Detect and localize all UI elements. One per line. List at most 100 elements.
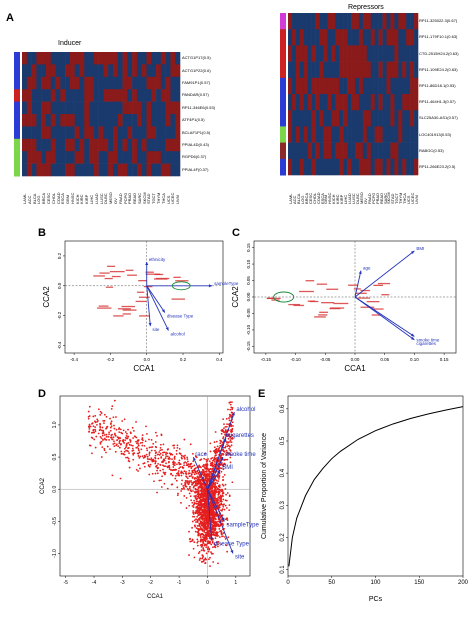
heatmap-row-label: RP11-109E24.2(0.63): [419, 66, 458, 72]
heatmap-cell: [390, 158, 395, 176]
heatmap-cell: [22, 151, 28, 164]
heatmap-cell: [55, 138, 61, 152]
heatmap-cell: [146, 114, 152, 127]
heatmap-cell: [41, 126, 47, 140]
heatmap-cell: [406, 13, 411, 30]
heatmap-cell: [103, 138, 109, 152]
heatmap-cell: [303, 45, 308, 62]
heatmap-cell: [299, 77, 305, 95]
heatmap-cell: [331, 158, 336, 176]
heatmap-cell: [103, 151, 109, 164]
heatmap-cell: [339, 13, 344, 30]
heatmap-cell: [117, 163, 123, 177]
vector-label: alcohol: [171, 332, 185, 337]
x-tick-label: -0.2: [107, 357, 115, 362]
heatmap-column-label: UVM: [175, 195, 181, 204]
heatmap-cell: [394, 110, 399, 127]
heatmap-cell: [331, 61, 336, 79]
heatmap-cell: [108, 114, 114, 127]
heatmap-cell: [390, 94, 395, 111]
heatmap-cell: [79, 163, 85, 177]
heatmap-cell: [151, 101, 157, 115]
heatmap-cell: [303, 77, 308, 95]
heatmap-cell: [323, 142, 328, 160]
heatmap-cell: [165, 101, 171, 115]
heatmap-cell: [141, 163, 147, 177]
heatmap-cell: [65, 138, 71, 152]
group-color-strip: [280, 45, 286, 63]
heatmap-cell: [89, 52, 95, 65]
repressors-title: Repressors: [348, 4, 384, 11]
y-tick-label: -0.10: [246, 324, 251, 335]
heatmap-cell: [398, 77, 403, 95]
heatmap-cell: [89, 101, 95, 115]
y-tick-label: -0.5: [52, 517, 58, 526]
heatmap-cell: [160, 89, 166, 102]
heatmap-cell: [390, 13, 395, 30]
heatmap-row-label: RP11-266E23.2(0.5): [419, 163, 456, 169]
heatmap-cell: [335, 142, 340, 160]
heatmap-cell: [45, 114, 52, 127]
heatmap-cell: [108, 52, 114, 65]
heatmap-cell: [117, 101, 123, 115]
heatmap-cell: [103, 114, 109, 127]
heatmap-cell: [22, 89, 28, 102]
heatmap-cell: [402, 77, 407, 95]
heatmap-cell: [362, 142, 368, 160]
heatmap-cell: [366, 94, 372, 111]
heatmap-cell: [358, 29, 364, 46]
heatmap-cell: [117, 114, 123, 127]
heatmap-cell: [45, 64, 52, 78]
gene-label-mark: [329, 307, 345, 309]
heatmap-cell: [339, 45, 344, 62]
y-tick-label: 0.0: [57, 282, 62, 289]
heatmap-row-label: PPIAL4D(0.43): [182, 142, 209, 147]
heatmap-cell: [295, 110, 301, 127]
heatmap-cell: [36, 76, 42, 90]
heatmap-cell: [366, 61, 372, 79]
heatmap-cell: [374, 61, 379, 79]
heatmap-cell: [45, 89, 52, 102]
heatmap-cell: [132, 151, 138, 164]
heatmap-cell: [398, 94, 403, 111]
heatmap-cell: [108, 138, 114, 152]
heatmap-cell: [339, 158, 344, 176]
heatmap-cell: [74, 138, 80, 152]
heatmap-cell: [41, 76, 47, 90]
heatmap-cell: [339, 61, 344, 79]
heatmap-cell: [347, 94, 352, 111]
heatmap-cell: [335, 13, 340, 30]
heatmap-cell: [327, 126, 332, 143]
heatmap-cell: [55, 163, 61, 177]
heatmap-cell: [93, 89, 99, 102]
heatmap-cell: [98, 151, 104, 164]
heatmap-cell: [151, 114, 157, 127]
heatmap-cell: [303, 29, 308, 46]
heatmap-cell: [141, 52, 147, 65]
vector-arrowhead: [145, 261, 149, 266]
heatmap-cell: [165, 76, 171, 90]
heatmap-cell: [69, 64, 75, 78]
heatmap-cell: [117, 89, 123, 102]
heatmap-cell: [141, 89, 147, 102]
heatmap-cell: [151, 64, 157, 78]
heatmap-cell: [108, 64, 114, 78]
heatmap-cell: [136, 138, 142, 152]
heatmap-cell: [343, 158, 348, 176]
x-tick-label: 0: [286, 580, 290, 586]
heatmap-cell: [339, 77, 344, 95]
heatmap-cell: [31, 138, 37, 152]
heatmap-cell: [386, 77, 391, 95]
gene-label-mark: [98, 305, 109, 307]
heatmap-cell: [160, 126, 166, 140]
heatmap-cell: [156, 114, 162, 127]
gene-label-mark: [299, 290, 314, 293]
heatmap-cell: [311, 94, 316, 111]
heatmap-cell: [151, 163, 157, 177]
heatmap-cell: [366, 126, 372, 143]
heatmap-cell: [36, 114, 42, 127]
heatmap-cell: [406, 158, 411, 176]
vector-arrowhead: [193, 457, 196, 461]
heatmap-cell: [84, 89, 90, 102]
vector-arrowhead: [231, 412, 235, 416]
